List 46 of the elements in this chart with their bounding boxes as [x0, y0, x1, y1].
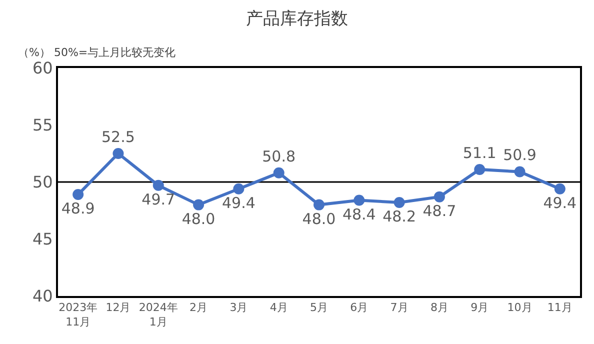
x-tick-label: 9月 — [470, 301, 489, 314]
x-tick-label: 2024年 1月 — [138, 301, 178, 328]
data-label: 52.5 — [102, 128, 135, 146]
x-tick-label: 8月 — [430, 301, 448, 314]
data-label: 49.7 — [142, 190, 176, 209]
y-tick-label: 45 — [32, 230, 53, 249]
x-tick-label: 5月 — [310, 301, 328, 314]
data-label: 48.2 — [382, 208, 416, 226]
x-tick-label: 12月 — [106, 301, 131, 314]
point — [273, 167, 284, 178]
x-tick-label: 6月 — [350, 301, 368, 314]
chart-title: 产品库存指数 — [246, 8, 348, 29]
point — [314, 199, 324, 210]
point — [193, 199, 204, 210]
point — [434, 191, 445, 202]
data-label: 48.0 — [302, 210, 336, 228]
point — [233, 183, 244, 194]
data-label: 49.4 — [543, 194, 577, 212]
data-label: 48.4 — [342, 205, 376, 224]
data-label: 48.0 — [182, 210, 216, 228]
point — [554, 183, 566, 194]
data-label: 50.9 — [503, 146, 536, 164]
point — [514, 166, 526, 178]
y-tick-label: 50 — [32, 172, 53, 192]
y-tick-label: 55 — [32, 116, 53, 135]
point — [474, 164, 486, 175]
point — [354, 194, 365, 206]
x-tick-label: 10月 — [507, 301, 532, 314]
point — [112, 148, 124, 159]
data-label: 49.4 — [222, 194, 256, 212]
x-tick-label: 2月 — [190, 301, 208, 314]
y-tick-label: 60 — [32, 58, 53, 78]
data-label: 51.1 — [462, 144, 496, 162]
y-tick-label: 40 — [32, 286, 53, 306]
x-tick-label: 7月 — [390, 301, 408, 314]
x-tick-label: 4月 — [270, 301, 288, 314]
x-tick-label: 3月 — [230, 301, 248, 314]
x-tick-label: 11月 — [547, 301, 572, 314]
data-label: 48.7 — [422, 202, 456, 220]
data-label: 50.8 — [262, 147, 296, 166]
x-tick-label: 2023年 11月 — [58, 301, 98, 328]
point — [394, 197, 405, 208]
text: （%） 50%=与上月比较无变化 — [18, 46, 176, 59]
point — [72, 189, 84, 200]
data-label: 48.9 — [61, 200, 95, 218]
point — [152, 180, 164, 191]
